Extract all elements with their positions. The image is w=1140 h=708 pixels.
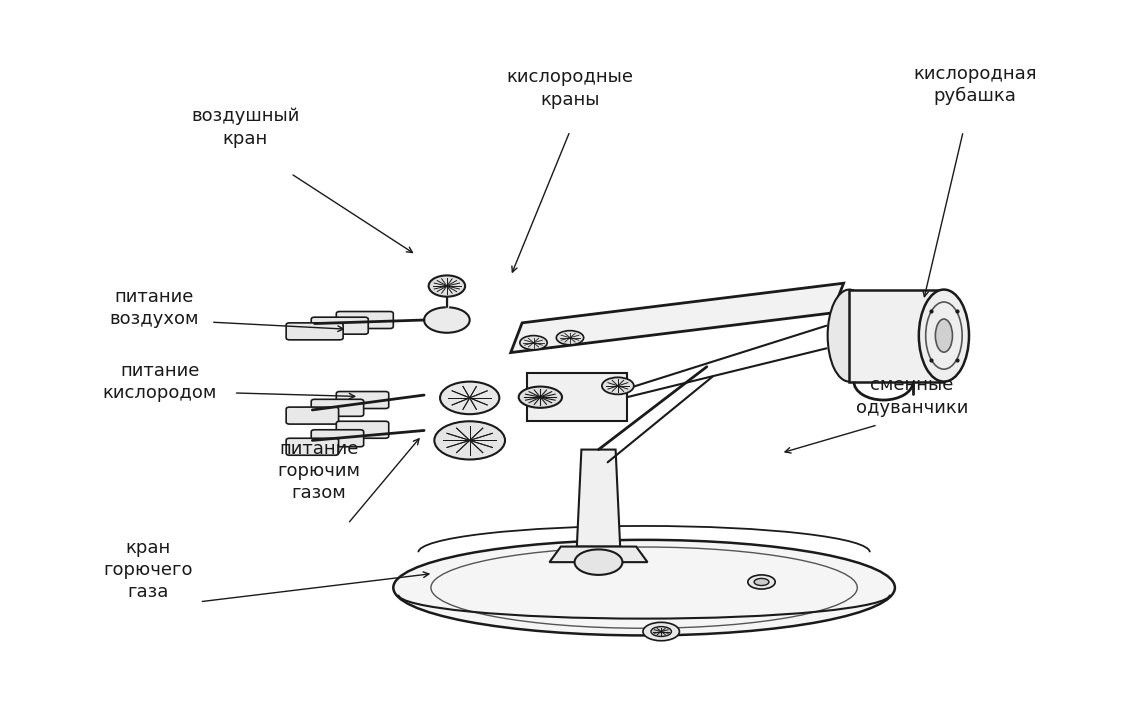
Ellipse shape <box>919 290 969 382</box>
Ellipse shape <box>575 549 622 575</box>
FancyBboxPatch shape <box>286 407 339 424</box>
FancyBboxPatch shape <box>286 323 343 340</box>
Text: питание
горючим
газом: питание горючим газом <box>278 440 360 502</box>
Text: питание
кислородом: питание кислородом <box>103 362 217 402</box>
Text: воздушный
кран: воздушный кран <box>190 108 300 147</box>
Ellipse shape <box>602 377 634 394</box>
FancyBboxPatch shape <box>311 317 368 334</box>
Text: кислородные
краны: кислородные краны <box>506 69 634 108</box>
Polygon shape <box>511 283 844 353</box>
Ellipse shape <box>828 290 871 382</box>
Polygon shape <box>849 290 944 382</box>
Ellipse shape <box>429 275 465 297</box>
Ellipse shape <box>651 627 671 636</box>
Ellipse shape <box>424 307 470 333</box>
Polygon shape <box>549 547 648 562</box>
Text: сменные
одуванчики: сменные одуванчики <box>856 377 968 416</box>
Polygon shape <box>527 373 627 421</box>
Ellipse shape <box>935 319 953 352</box>
FancyBboxPatch shape <box>286 438 339 455</box>
FancyBboxPatch shape <box>336 312 393 329</box>
Ellipse shape <box>520 336 547 350</box>
FancyBboxPatch shape <box>311 430 364 447</box>
FancyBboxPatch shape <box>336 392 389 409</box>
Ellipse shape <box>519 387 562 408</box>
Ellipse shape <box>643 622 679 641</box>
Ellipse shape <box>434 421 505 459</box>
Text: кислородная
рубашка: кислородная рубашка <box>913 64 1036 105</box>
Ellipse shape <box>440 382 499 414</box>
FancyBboxPatch shape <box>311 399 364 416</box>
Text: питание
воздухом: питание воздухом <box>109 288 198 328</box>
Ellipse shape <box>556 331 584 345</box>
Ellipse shape <box>755 578 770 586</box>
Text: кран
горючего
газа: кран горючего газа <box>104 539 193 601</box>
Polygon shape <box>577 450 620 547</box>
Ellipse shape <box>748 575 775 589</box>
Ellipse shape <box>393 539 895 636</box>
FancyBboxPatch shape <box>336 421 389 438</box>
